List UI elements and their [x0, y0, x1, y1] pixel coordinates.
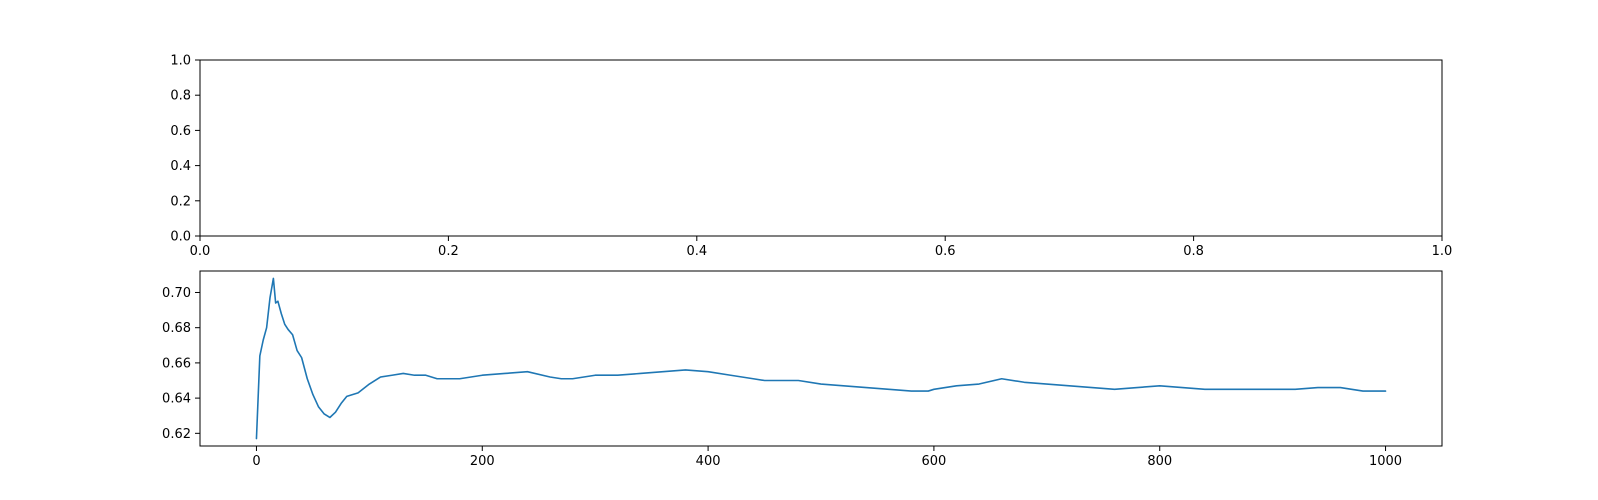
bottom-y-tick-label: 0.70	[162, 286, 191, 301]
bottom-x-tick-label: 1000	[1369, 454, 1402, 469]
top-y-tick-label: 0.4	[170, 159, 191, 174]
bottom-y-tick-label: 0.64	[162, 392, 191, 407]
top-x-tick-label: 0.6	[935, 244, 956, 259]
top-x-tick-label: 0.0	[190, 244, 211, 259]
bottom-y-tick-label: 0.66	[162, 356, 191, 371]
top-y-tick-label: 0.0	[170, 230, 191, 245]
top-x-ticks: 0.0 0.2 0.4 0.6 0.8 1.0	[190, 236, 1453, 259]
bottom-x-tick-label: 600	[921, 454, 946, 469]
series-line	[255, 277, 1387, 440]
top-axes: 0.0 0.2 0.4 0.6 0.8 1.0 0.0 0.2 0.4 0.6 0.8 1.0	[170, 54, 1452, 260]
top-y-tick-label: 0.2	[170, 194, 191, 209]
bottom-x-tick-label: 800	[1147, 454, 1172, 469]
bottom-y-ticks: 0.62 0.64 0.66 0.68 0.70	[162, 286, 200, 442]
top-x-tick-label: 0.4	[686, 244, 707, 259]
bottom-axes: 0 200 400 600 800 1000 0.62 0.64 0.66 0.68 0.70	[162, 270, 1443, 469]
top-x-tick-label: 0.8	[1183, 244, 1204, 259]
bottom-axes-frame	[199, 270, 1443, 447]
top-y-tick-label: 1.0	[170, 54, 191, 69]
top-axes-frame	[199, 59, 1443, 237]
top-y-tick-label: 0.8	[170, 89, 191, 104]
bottom-x-tick-label: 0	[252, 454, 260, 469]
bottom-x-tick-label: 400	[696, 454, 721, 469]
bottom-y-tick-label: 0.62	[162, 427, 191, 442]
bottom-y-tick-label: 0.68	[162, 321, 191, 336]
top-x-tick-label: 0.2	[438, 244, 459, 259]
bottom-x-ticks: 0 200 400 600 800 1000	[252, 446, 1402, 469]
top-x-tick-label: 1.0	[1432, 244, 1453, 259]
top-y-ticks: 0.0 0.2 0.4 0.6 0.8 1.0	[170, 54, 200, 245]
bottom-x-tick-label: 200	[470, 454, 495, 469]
top-y-tick-label: 0.6	[170, 124, 191, 139]
